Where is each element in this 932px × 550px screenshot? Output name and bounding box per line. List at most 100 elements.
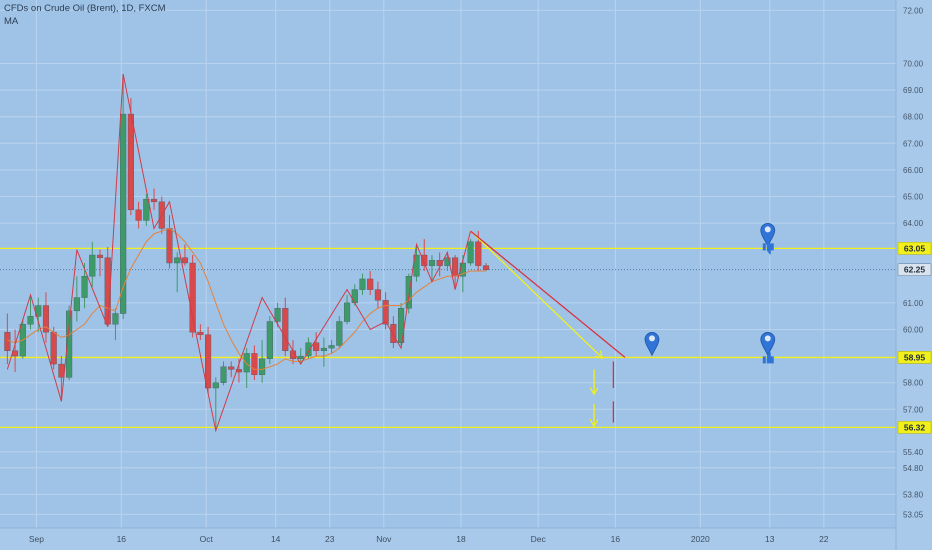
location-pin-icon — [644, 332, 660, 357]
candle-body — [4, 331, 11, 351]
candle-body — [73, 297, 80, 312]
candle-body — [320, 347, 327, 351]
price-badge — [897, 351, 932, 364]
price-badge — [897, 242, 932, 255]
x-tick-label: 22 — [819, 534, 829, 544]
candle-body — [428, 260, 436, 266]
candle-body — [251, 353, 258, 375]
y-tick-label: 55.40 — [903, 448, 924, 457]
x-tick-label: 16 — [611, 534, 621, 544]
y-tick-label: 66.00 — [903, 166, 924, 175]
price-badge — [897, 263, 932, 276]
y-tick-label: 69.00 — [903, 86, 924, 95]
location-pin-icon — [760, 332, 776, 357]
candle-body — [50, 331, 57, 365]
moving-average-line — [7, 227, 486, 370]
candle-body — [220, 366, 227, 383]
y-tick-label: 53.80 — [903, 490, 924, 499]
pin-hole — [648, 335, 655, 342]
thumb-hand — [766, 352, 774, 364]
candle-body — [135, 209, 142, 221]
y-tick-label: 64.00 — [903, 219, 924, 228]
candle-body — [212, 382, 219, 389]
thumb-cuff — [762, 356, 766, 364]
x-tick-label: 18 — [456, 534, 466, 544]
y-tick-label: 67.00 — [903, 139, 924, 148]
y-tick-label: 68.00 — [903, 113, 924, 122]
candle-body — [452, 257, 459, 277]
projection-line — [470, 230, 626, 358]
candle-body — [143, 198, 150, 221]
candle-body — [189, 262, 196, 333]
candle-body — [150, 198, 158, 203]
candle-body — [81, 276, 88, 298]
x-tick-label: Sep — [29, 534, 44, 544]
candle-body — [243, 353, 250, 373]
pin-body — [760, 222, 776, 248]
candle-body — [120, 113, 127, 314]
candle-body — [467, 241, 474, 264]
candle-body — [297, 355, 304, 359]
candle-body — [421, 254, 428, 266]
candle-body — [27, 315, 34, 325]
candle-body — [367, 278, 374, 290]
x-tick-label: 13 — [765, 534, 775, 544]
projection-line — [470, 230, 602, 357]
pin-hole — [764, 226, 771, 233]
pin-body — [644, 332, 660, 357]
candle-body — [336, 321, 343, 346]
candle-body — [205, 334, 212, 389]
candle-body — [436, 260, 443, 266]
thumb-cuff — [762, 243, 766, 251]
y-tick-label: 72.00 — [903, 6, 924, 15]
candle-body — [166, 228, 173, 264]
x-tick-label: 16 — [117, 534, 127, 544]
chart-header: CFDs on Crude Oil (Brent), 1D, FXCM MA — [4, 2, 166, 28]
time-scale-background — [0, 528, 896, 550]
candle-body — [444, 257, 451, 266]
candle-body — [66, 310, 73, 378]
candle-body — [197, 331, 204, 336]
ma-indicator-label[interactable]: MA — [4, 16, 19, 27]
price-badge — [897, 421, 932, 434]
pin-body — [760, 332, 776, 357]
x-tick-label: 14 — [271, 534, 281, 544]
y-tick-label: 53.05 — [903, 510, 924, 519]
candle-body — [42, 305, 50, 333]
candle-body — [359, 278, 366, 290]
candle-body — [305, 342, 312, 357]
price-badge-label: 56.32 — [904, 422, 926, 432]
candle-body — [112, 313, 119, 325]
candle-body — [374, 289, 381, 301]
location-pin-icon — [760, 222, 776, 248]
x-tick-label: Oct — [200, 534, 214, 544]
y-tick-label: 57.00 — [903, 405, 924, 414]
candle-body — [235, 369, 243, 373]
y-tick-label: 54.80 — [903, 464, 924, 473]
candle-body — [313, 342, 320, 351]
x-tick-label: Dec — [531, 534, 547, 544]
x-tick-label: 23 — [325, 534, 335, 544]
y-tick-label: 61.00 — [903, 299, 924, 308]
y-tick-label: 58.00 — [903, 379, 924, 388]
x-tick-label: 2020 — [691, 534, 710, 544]
candle-body — [259, 358, 266, 375]
price-badge-label: 62.25 — [904, 265, 926, 275]
candle-body — [89, 254, 96, 277]
pin-hole — [764, 335, 771, 342]
candle-body — [482, 265, 490, 270]
candle-body — [351, 289, 358, 304]
symbol-title[interactable]: CFDs on Crude Oil (Brent), 1D, FXCM — [4, 3, 166, 14]
candle-body — [328, 345, 335, 349]
candle-body — [405, 276, 412, 309]
thumb-hand — [766, 243, 774, 255]
x-tick-label: Nov — [376, 534, 392, 544]
candle-body — [274, 308, 281, 322]
candle-body — [343, 302, 351, 322]
y-tick-label: 60.00 — [903, 325, 924, 334]
zigzag-line — [6, 74, 472, 433]
thumbs-up-icon — [762, 352, 774, 364]
candle-body — [228, 366, 235, 370]
